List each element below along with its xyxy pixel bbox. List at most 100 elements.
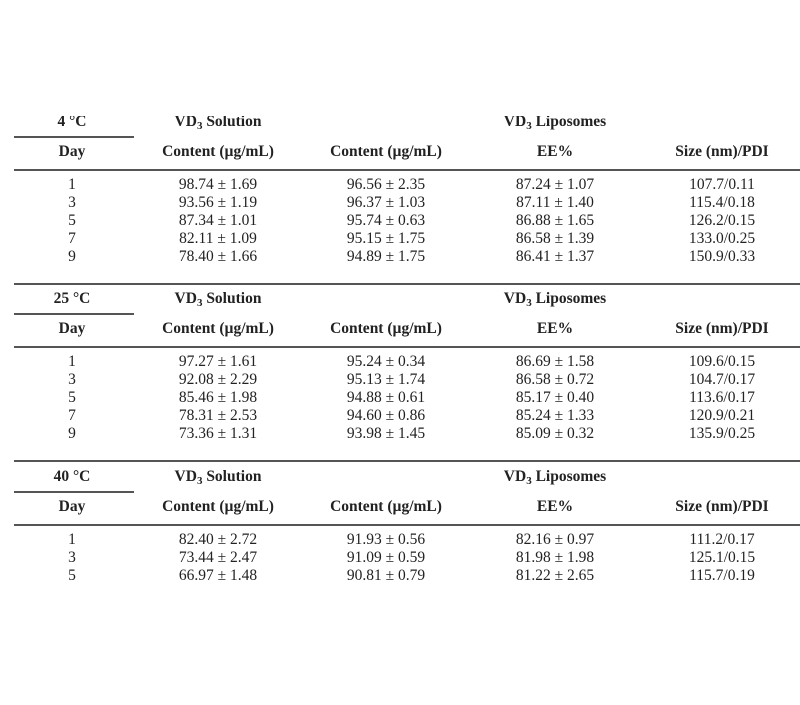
temperature-underline [14,313,134,315]
value-cell: 98.74 ± 1.69 [178,176,258,193]
value-cell: 73.36 ± 1.31 [178,425,258,442]
value-cell: 91.09 ± 0.59 [346,549,426,566]
day-cell: 1 [68,531,76,548]
temperature-label: 25 °C [53,290,91,307]
value-cell: 135.9/0.25 [688,425,756,442]
column-header: Size (nm)/PDI [675,320,769,337]
header-rule [14,346,800,348]
value-cell: 94.88 ± 0.61 [346,389,426,406]
value-cell: 87.11 ± 1.40 [516,194,594,211]
temperature-block: 40 °C VD3 Solution VD3 Liposomes Day Content… [0,468,800,596]
value-cell: 120.9/0.21 [688,407,756,424]
temperature-underline [14,136,134,138]
value-cell: 96.37 ± 1.03 [346,194,426,211]
column-header: Content (µg/mL) [162,143,274,160]
value-cell: 86.88 ± 1.65 [515,212,595,229]
day-cell: 1 [68,353,76,370]
value-cell: 96.56 ± 2.35 [346,176,426,193]
value-cell: 85.46 ± 1.98 [178,389,258,406]
value-cell: 125.1/0.15 [688,549,756,566]
column-header-day: Day [58,143,86,160]
column-header: Content (µg/mL) [330,143,442,160]
value-cell: 115.7/0.19 [689,567,755,584]
value-cell: 93.98 ± 1.45 [346,425,426,442]
column-header: Size (nm)/PDI [675,143,769,160]
column-header: Size (nm)/PDI [675,498,769,515]
column-header: EE% [536,498,574,515]
value-cell: 95.15 ± 1.75 [346,230,426,247]
temperature-label: 40 °C [53,468,91,485]
value-cell: 87.34 ± 1.01 [178,212,258,229]
column-header-day: Day [58,498,86,515]
solution-group-header: VD3 Solution [174,468,262,487]
value-cell: 93.56 ± 1.19 [178,194,258,211]
value-cell: 86.69 ± 1.58 [515,353,595,370]
value-cell: 92.08 ± 2.29 [178,371,258,388]
value-cell: 78.40 ± 1.66 [178,248,258,265]
value-cell: 126.2/0.15 [688,212,756,229]
value-cell: 104.7/0.17 [688,371,756,388]
block-separator [14,460,800,462]
day-cell: 9 [68,248,76,265]
value-cell: 94.89 ± 1.75 [346,248,426,265]
value-cell: 95.74 ± 0.63 [346,212,426,229]
liposome-group-header: VD3 Liposomes [503,290,607,309]
value-cell: 90.81 ± 0.79 [346,567,426,584]
column-header: Content (µg/mL) [162,498,274,515]
day-cell: 5 [68,567,76,584]
temperature-label: 4 °C [57,116,87,130]
day-cell: 3 [68,549,76,566]
value-cell: 109.6/0.15 [688,353,756,370]
day-cell: 7 [68,407,76,424]
temperature-block: 4 °C VD3 Solution VD3 Liposomes Day Content … [0,116,800,291]
value-cell: 81.22 ± 2.65 [515,567,595,584]
temperature-underline [14,491,134,493]
day-cell: 7 [68,230,76,247]
day-cell: 3 [68,194,76,211]
block-separator [14,283,800,285]
value-cell: 86.58 ± 0.72 [515,371,595,388]
day-cell: 9 [68,425,76,442]
value-cell: 73.44 ± 2.47 [178,549,258,566]
value-cell: 115.4/0.18 [689,194,755,211]
value-cell: 86.58 ± 1.39 [515,230,595,247]
value-cell: 81.98 ± 1.98 [515,549,595,566]
solution-group-header: VD3 Solution [174,290,262,309]
table-viewport: 4 °C VD3 Solution VD3 Liposomes Day Content … [0,116,800,596]
solution-group-header: VD3 Solution [174,116,262,132]
liposome-group-header: VD3 Liposomes [503,468,607,487]
temperature-block: 25 °C VD3 Solution VD3 Liposomes Day Content… [0,290,800,468]
column-header: Content (µg/mL) [162,320,274,337]
value-cell: 82.16 ± 0.97 [515,531,595,548]
value-cell: 150.9/0.33 [688,248,756,265]
day-cell: 5 [68,389,76,406]
header-rule [14,169,800,171]
value-cell: 85.24 ± 1.33 [515,407,595,424]
column-header: Content (µg/mL) [330,498,442,515]
column-header: EE% [536,320,574,337]
value-cell: 78.31 ± 2.53 [178,407,258,424]
day-cell: 5 [68,212,76,229]
value-cell: 113.6/0.17 [689,389,755,406]
column-header: Content (µg/mL) [330,320,442,337]
value-cell: 111.2/0.17 [689,531,755,548]
day-cell: 1 [68,176,76,193]
value-cell: 66.97 ± 1.48 [178,567,258,584]
value-cell: 85.17 ± 0.40 [515,389,595,406]
value-cell: 133.0/0.25 [688,230,756,247]
value-cell: 91.93 ± 0.56 [346,531,426,548]
value-cell: 95.13 ± 1.74 [346,371,426,388]
value-cell: 107.7/0.11 [689,176,755,193]
value-cell: 94.60 ± 0.86 [346,407,426,424]
value-cell: 97.27 ± 1.61 [178,353,258,370]
value-cell: 86.41 ± 1.37 [515,248,595,265]
column-header: EE% [536,143,574,160]
liposome-group-header: VD3 Liposomes [503,116,607,132]
day-cell: 3 [68,371,76,388]
header-rule [14,524,800,526]
value-cell: 82.40 ± 2.72 [178,531,258,548]
value-cell: 82.11 ± 1.09 [179,230,257,247]
value-cell: 95.24 ± 0.34 [346,353,426,370]
value-cell: 87.24 ± 1.07 [515,176,595,193]
value-cell: 85.09 ± 0.32 [515,425,595,442]
